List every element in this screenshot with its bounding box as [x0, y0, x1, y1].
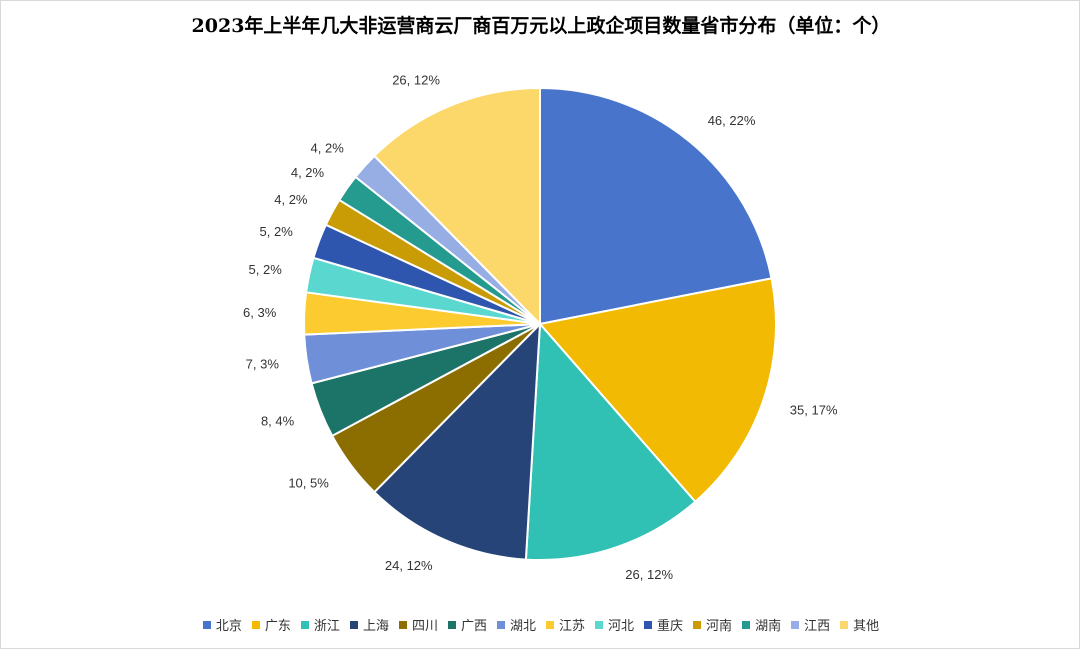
legend-swatch: [349, 620, 358, 629]
chart-legend: 北京 广东 浙江 上海 四川 广西 湖北 江苏 河北 重庆 河南 湖南 江西 其他: [1, 615, 1080, 634]
legend-swatch: [840, 620, 849, 629]
legend-item-6: 湖北: [496, 615, 536, 634]
legend-label: 河南: [706, 619, 733, 634]
data-label-3: 24, 12%: [385, 558, 433, 573]
legend-item-12: 江西: [791, 615, 830, 634]
pie-slice-0: [539, 86, 773, 326]
data-label-12: 4, 2%: [311, 140, 345, 155]
data-label-7: 6, 3%: [243, 305, 277, 320]
chart-title: 2023年上半年几大非运营商云厂商百万元以上政企项目数量省市分布（单位：个）: [191, 15, 891, 37]
legend-swatch: [546, 620, 554, 629]
pie-slice-1: [538, 277, 777, 504]
pie-slice-2: [524, 321, 697, 561]
legend-swatch: [644, 620, 653, 629]
data-label-9: 5, 2%: [260, 224, 294, 239]
legend-swatch: [300, 620, 309, 629]
legend-item-5: 广西: [447, 615, 487, 634]
legend-label: 其他: [853, 619, 880, 634]
legend-item-8: 河北: [595, 615, 634, 634]
legend-item-9: 重庆: [644, 615, 683, 634]
legend-label: 四川: [411, 619, 438, 634]
legend-label: 江苏: [559, 619, 586, 634]
legend-swatch: [595, 620, 604, 629]
data-label-5: 8, 4%: [261, 414, 295, 429]
legend-swatch: [398, 620, 407, 629]
data-label-11: 4, 2%: [291, 165, 325, 180]
legend-label: 湖南: [755, 619, 782, 634]
data-label-8: 5, 2%: [249, 262, 283, 277]
legend-swatch: [693, 620, 702, 629]
legend-label: 北京: [215, 619, 242, 634]
data-label-1: 35, 17%: [790, 402, 838, 417]
legend-item-13: 其他: [840, 615, 879, 634]
legend-item-4: 四川: [398, 615, 438, 634]
legend-label: 重庆: [657, 619, 684, 634]
pie-slice-13: [372, 86, 541, 327]
legend-item-2: 浙江: [300, 615, 340, 634]
legend-swatch: [447, 620, 456, 629]
legend-swatch: [251, 620, 260, 629]
data-label-13: 26, 12%: [392, 73, 440, 88]
data-label-2: 26, 12%: [625, 567, 673, 582]
legend-label: 浙江: [313, 619, 340, 634]
legend-swatch: [791, 620, 800, 629]
legend-label: 广西: [460, 619, 487, 634]
data-label-4: 10, 5%: [288, 475, 329, 490]
legend-item-11: 湖南: [742, 615, 781, 634]
legend-label: 上海: [362, 619, 389, 634]
legend-swatch: [496, 620, 505, 629]
data-label-6: 7, 3%: [246, 356, 280, 371]
legend-label: 广东: [264, 619, 291, 634]
legend-item-1: 广东: [251, 615, 291, 634]
pie-slice-3: [372, 321, 542, 561]
legend-swatch: [742, 620, 751, 629]
legend-item-0: 北京: [202, 615, 242, 634]
data-label-0: 46, 22%: [708, 113, 756, 128]
legend-label: 江西: [804, 619, 831, 634]
data-label-10: 4, 2%: [274, 192, 308, 207]
legend-item-7: 江苏: [546, 615, 585, 634]
legend-item-3: 上海: [349, 615, 389, 634]
legend-item-10: 河南: [693, 615, 732, 634]
legend-swatch: [202, 620, 211, 629]
legend-label: 河北: [608, 619, 635, 634]
legend-label: 湖北: [509, 619, 536, 634]
